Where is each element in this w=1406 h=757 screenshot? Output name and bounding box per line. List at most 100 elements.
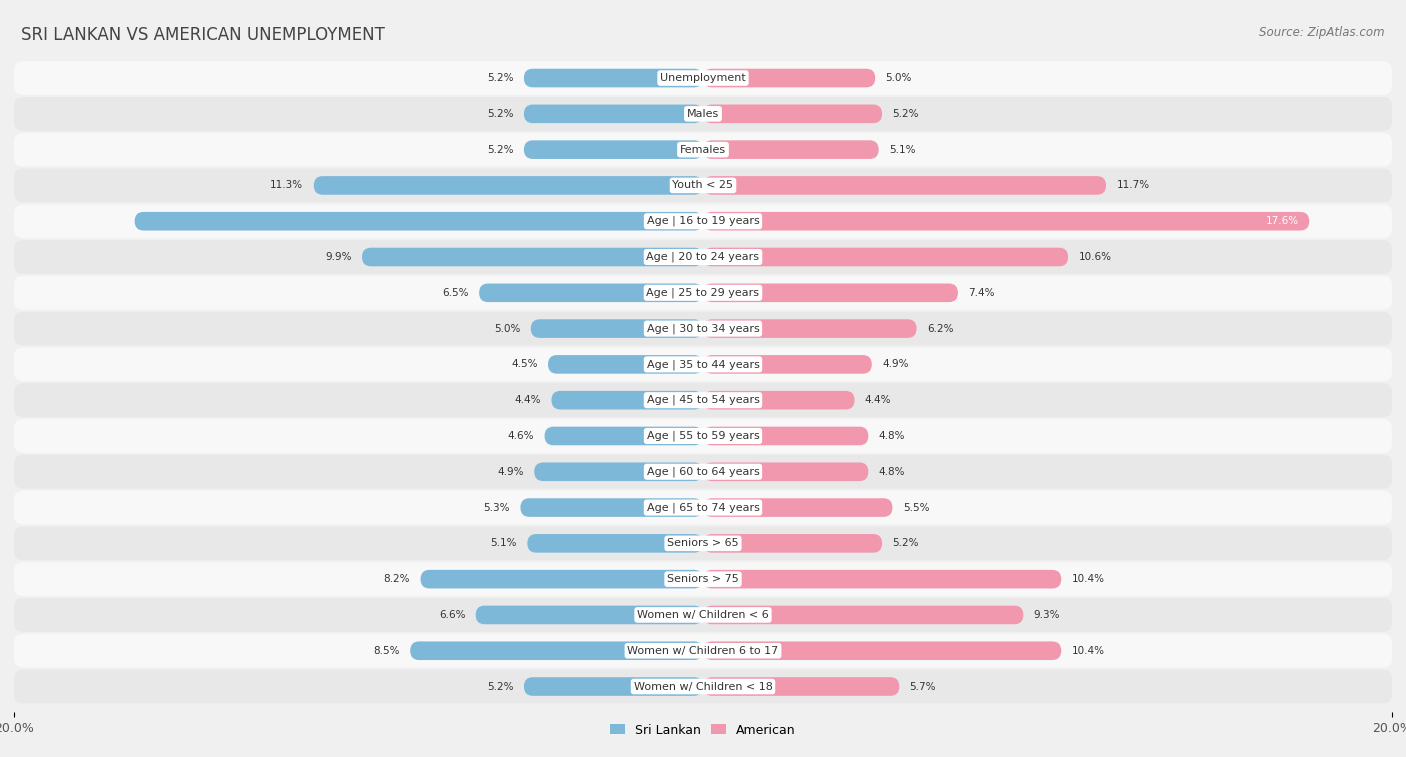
Text: 5.0%: 5.0% xyxy=(494,323,520,334)
FancyBboxPatch shape xyxy=(524,69,703,87)
FancyBboxPatch shape xyxy=(524,140,703,159)
FancyBboxPatch shape xyxy=(524,678,703,696)
Text: Age | 20 to 24 years: Age | 20 to 24 years xyxy=(647,252,759,262)
FancyBboxPatch shape xyxy=(135,212,703,231)
FancyBboxPatch shape xyxy=(14,132,1392,167)
Text: Age | 16 to 19 years: Age | 16 to 19 years xyxy=(647,216,759,226)
FancyBboxPatch shape xyxy=(14,97,1392,131)
FancyBboxPatch shape xyxy=(703,140,879,159)
Text: Women w/ Children < 18: Women w/ Children < 18 xyxy=(634,681,772,692)
Text: Age | 55 to 59 years: Age | 55 to 59 years xyxy=(647,431,759,441)
FancyBboxPatch shape xyxy=(14,598,1392,632)
Text: 5.2%: 5.2% xyxy=(486,681,513,692)
FancyBboxPatch shape xyxy=(527,534,703,553)
FancyBboxPatch shape xyxy=(703,212,1309,231)
Legend: Sri Lankan, American: Sri Lankan, American xyxy=(605,718,801,742)
Text: 4.6%: 4.6% xyxy=(508,431,534,441)
Text: 6.6%: 6.6% xyxy=(439,610,465,620)
Text: 4.8%: 4.8% xyxy=(879,467,905,477)
FancyBboxPatch shape xyxy=(14,383,1392,417)
Text: Age | 25 to 29 years: Age | 25 to 29 years xyxy=(647,288,759,298)
FancyBboxPatch shape xyxy=(314,176,703,195)
Text: Age | 65 to 74 years: Age | 65 to 74 years xyxy=(647,503,759,512)
Text: 5.2%: 5.2% xyxy=(486,73,513,83)
FancyBboxPatch shape xyxy=(14,240,1392,274)
FancyBboxPatch shape xyxy=(703,463,869,481)
Text: 5.2%: 5.2% xyxy=(893,538,920,548)
FancyBboxPatch shape xyxy=(703,176,1107,195)
Text: Women w/ Children < 6: Women w/ Children < 6 xyxy=(637,610,769,620)
Text: 5.1%: 5.1% xyxy=(491,538,517,548)
FancyBboxPatch shape xyxy=(703,248,1069,266)
Text: Age | 35 to 44 years: Age | 35 to 44 years xyxy=(647,359,759,369)
Text: 9.3%: 9.3% xyxy=(1033,610,1060,620)
Text: 5.2%: 5.2% xyxy=(893,109,920,119)
Text: Seniors > 65: Seniors > 65 xyxy=(668,538,738,548)
FancyBboxPatch shape xyxy=(551,391,703,410)
Text: 5.1%: 5.1% xyxy=(889,145,915,154)
FancyBboxPatch shape xyxy=(703,104,882,123)
FancyBboxPatch shape xyxy=(703,355,872,374)
FancyBboxPatch shape xyxy=(703,69,875,87)
FancyBboxPatch shape xyxy=(531,319,703,338)
Text: 8.5%: 8.5% xyxy=(374,646,399,656)
Text: 4.9%: 4.9% xyxy=(882,360,908,369)
Text: 17.6%: 17.6% xyxy=(1265,217,1299,226)
Text: 5.2%: 5.2% xyxy=(486,109,513,119)
Text: Seniors > 75: Seniors > 75 xyxy=(666,574,740,584)
Text: 11.7%: 11.7% xyxy=(1116,180,1150,191)
Text: 8.2%: 8.2% xyxy=(384,574,411,584)
FancyBboxPatch shape xyxy=(14,347,1392,382)
Text: Source: ZipAtlas.com: Source: ZipAtlas.com xyxy=(1260,26,1385,39)
FancyBboxPatch shape xyxy=(14,527,1392,560)
Text: 16.5%: 16.5% xyxy=(659,217,693,226)
FancyBboxPatch shape xyxy=(14,634,1392,668)
Text: 9.9%: 9.9% xyxy=(325,252,352,262)
FancyBboxPatch shape xyxy=(703,570,1062,588)
Text: 4.8%: 4.8% xyxy=(879,431,905,441)
Text: Women w/ Children 6 to 17: Women w/ Children 6 to 17 xyxy=(627,646,779,656)
FancyBboxPatch shape xyxy=(14,169,1392,202)
FancyBboxPatch shape xyxy=(703,427,869,445)
FancyBboxPatch shape xyxy=(534,463,703,481)
Text: 5.5%: 5.5% xyxy=(903,503,929,512)
FancyBboxPatch shape xyxy=(14,419,1392,453)
Text: 10.4%: 10.4% xyxy=(1071,646,1105,656)
FancyBboxPatch shape xyxy=(703,319,917,338)
FancyBboxPatch shape xyxy=(703,606,1024,625)
FancyBboxPatch shape xyxy=(703,678,900,696)
Text: SRI LANKAN VS AMERICAN UNEMPLOYMENT: SRI LANKAN VS AMERICAN UNEMPLOYMENT xyxy=(21,26,385,45)
Text: 10.6%: 10.6% xyxy=(1078,252,1112,262)
Text: 5.2%: 5.2% xyxy=(486,145,513,154)
Text: 4.9%: 4.9% xyxy=(498,467,524,477)
Text: 5.7%: 5.7% xyxy=(910,681,936,692)
Text: 6.2%: 6.2% xyxy=(927,323,953,334)
Text: 10.4%: 10.4% xyxy=(1071,574,1105,584)
Text: Age | 45 to 54 years: Age | 45 to 54 years xyxy=(647,395,759,406)
FancyBboxPatch shape xyxy=(544,427,703,445)
Text: Youth < 25: Youth < 25 xyxy=(672,180,734,191)
FancyBboxPatch shape xyxy=(14,562,1392,596)
FancyBboxPatch shape xyxy=(703,641,1062,660)
FancyBboxPatch shape xyxy=(14,312,1392,345)
Text: Age | 30 to 34 years: Age | 30 to 34 years xyxy=(647,323,759,334)
FancyBboxPatch shape xyxy=(703,391,855,410)
Text: 5.0%: 5.0% xyxy=(886,73,912,83)
FancyBboxPatch shape xyxy=(14,670,1392,703)
Text: 11.3%: 11.3% xyxy=(270,180,304,191)
FancyBboxPatch shape xyxy=(14,455,1392,488)
FancyBboxPatch shape xyxy=(524,104,703,123)
Text: 6.5%: 6.5% xyxy=(443,288,468,298)
FancyBboxPatch shape xyxy=(703,534,882,553)
Text: Males: Males xyxy=(688,109,718,119)
Text: Females: Females xyxy=(681,145,725,154)
FancyBboxPatch shape xyxy=(520,498,703,517)
FancyBboxPatch shape xyxy=(361,248,703,266)
FancyBboxPatch shape xyxy=(420,570,703,588)
FancyBboxPatch shape xyxy=(703,498,893,517)
Text: 5.3%: 5.3% xyxy=(484,503,510,512)
FancyBboxPatch shape xyxy=(14,204,1392,238)
FancyBboxPatch shape xyxy=(411,641,703,660)
Text: 4.5%: 4.5% xyxy=(512,360,537,369)
FancyBboxPatch shape xyxy=(14,491,1392,525)
